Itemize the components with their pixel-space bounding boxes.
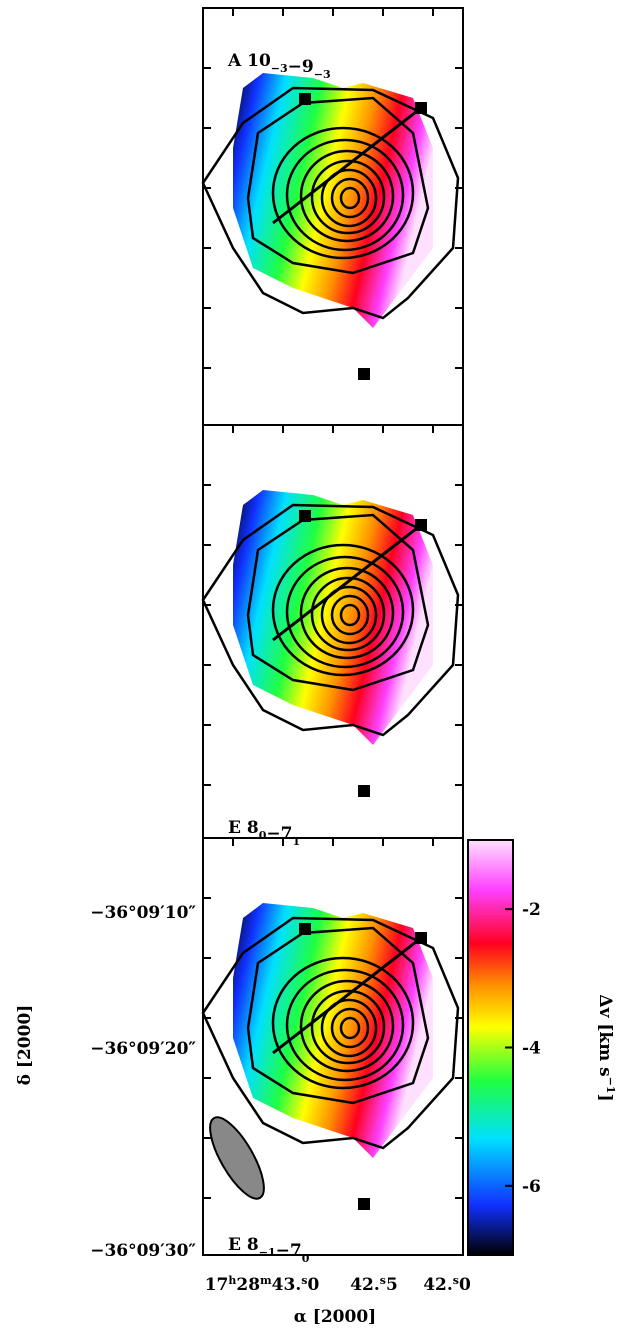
colorbar-tick-label: -4: [522, 1039, 541, 1059]
x-axis-label: α [2000]: [294, 1307, 376, 1327]
species: A: [227, 51, 242, 71]
label-part: 5: [386, 1275, 398, 1295]
colorbar-label: Δv [km s−1]: [595, 994, 617, 1101]
label-part: 0: [259, 829, 267, 842]
label-part: 0: [459, 1275, 471, 1295]
figure: Δv [km s−1] α [2000] δ [2000] A 10−3−9−3…: [0, 0, 632, 1332]
label-part: 10: [247, 51, 271, 71]
label-part: 28: [236, 1275, 260, 1295]
x-tick-label: 42.s5: [350, 1274, 398, 1295]
y-axis-label: δ [2000]: [15, 1005, 35, 1086]
label-part: 42.: [423, 1275, 453, 1295]
label-part: h: [228, 1274, 236, 1287]
label-part: 7: [290, 1241, 302, 1261]
label-part: m: [260, 1274, 272, 1287]
y-tick-label: −36°09′30″: [90, 1241, 196, 1261]
label-part: 42.: [350, 1275, 380, 1295]
transition-label: E 80−71: [228, 818, 300, 848]
species: E: [228, 818, 241, 838]
label-part: −3: [314, 68, 331, 81]
transition-label: E 8−1−70: [228, 1235, 310, 1265]
x-tick-label: 17h28m43.s0: [205, 1274, 320, 1295]
colorbar-tick-label: -2: [522, 900, 541, 920]
label-part: 9: [302, 57, 314, 77]
panel-2: [203, 425, 463, 838]
label-part: 0: [307, 1275, 319, 1295]
label-part: 7: [281, 824, 293, 844]
colorbar-label-text: Δv [km s: [595, 994, 615, 1076]
colorbar-label-sup: −1: [604, 1077, 617, 1094]
label-part: 8: [247, 1235, 259, 1255]
colorbar-tick-label: -6: [522, 1177, 541, 1197]
y-tick-label: −36°09′20″: [90, 1039, 196, 1059]
panel-3: [200, 838, 463, 1255]
x-tick-label: 42.s0: [423, 1274, 471, 1295]
colorbar-label-end: ]: [595, 1094, 615, 1102]
y-tick-label: −36°09′10″: [90, 903, 196, 923]
label-part: −1: [259, 1246, 276, 1259]
label-part: 8: [247, 818, 259, 838]
species: E: [228, 1235, 241, 1255]
label-part: 1: [292, 835, 300, 848]
label-part: 43.: [272, 1275, 302, 1295]
label-part: 0: [302, 1252, 310, 1265]
label-part: −3: [271, 62, 288, 75]
label-part: 17: [205, 1275, 229, 1295]
